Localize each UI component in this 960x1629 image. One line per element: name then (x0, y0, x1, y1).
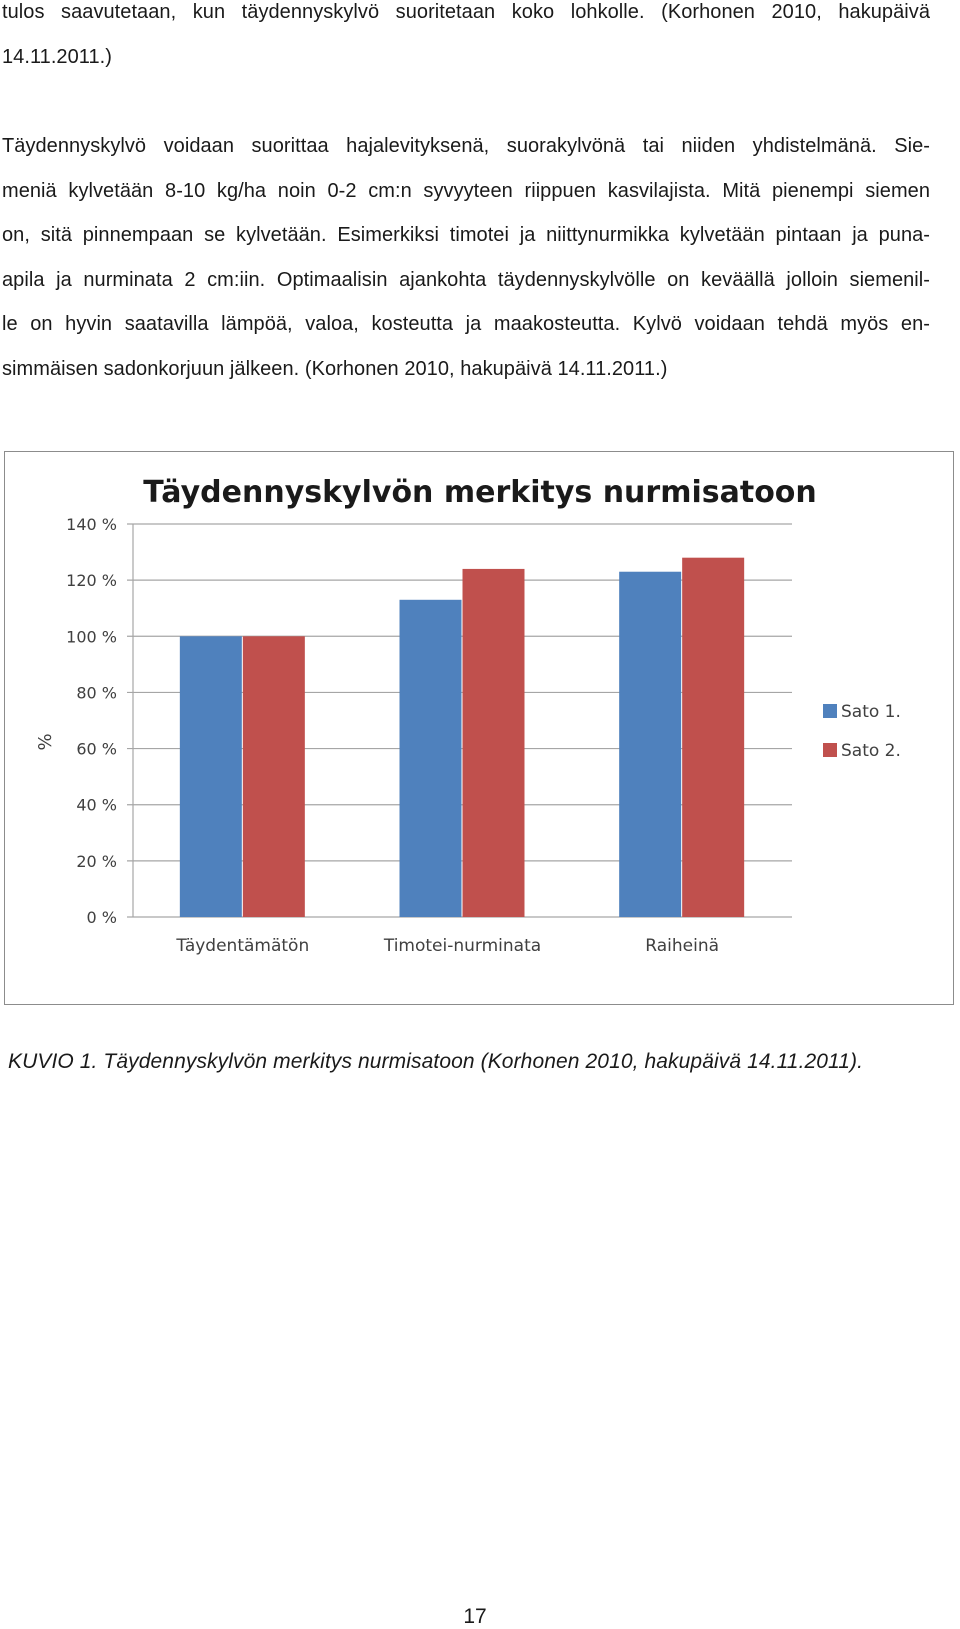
paragraph-line: apila ja nurminata 2 cm:iin. Optimaalisi… (2, 268, 930, 291)
y-tick-label: 40 % (76, 796, 117, 815)
x-category-label: Raiheinä (645, 936, 719, 956)
bar-1-1 (179, 636, 242, 917)
paragraph-2: Täydennyskylvö voidaan suorittaa hajalev… (2, 124, 930, 391)
legend: Sato 1. Sato 2. (823, 702, 901, 761)
paragraph-line: meniä kylvetään 8-10 kg/ha noin 0-2 cm:n… (2, 179, 930, 202)
chart-title: Täydennyskylvön merkitys nurmisatoon (143, 475, 817, 510)
paragraph-line: 14.11.2011.) (2, 45, 112, 68)
bar-2-3 (682, 557, 745, 917)
bar-chart: Täydennyskylvön merkitys nurmisatoon 0 %… (35, 475, 901, 956)
bar-2-2 (462, 568, 525, 917)
y-axis-label: % (35, 733, 56, 750)
y-tick-label: 0 % (87, 908, 117, 927)
y-tick-label: 140 % (66, 515, 117, 534)
paragraph-line: Täydennyskylvö voidaan suorittaa hajalev… (2, 135, 930, 157)
paragraph-line: tulos saavutetaan, kun täydennyskylvö su… (2, 1, 930, 23)
figure-caption: KUVIO 1. Täydennyskylvön merkitys nurmis… (8, 1050, 864, 1073)
x-axis-categories: Täydentämätön Timotei-nurminata Raiheinä (175, 936, 719, 956)
chart-frame: Täydennyskylvön merkitys nurmisatoon 0 %… (4, 451, 954, 1005)
legend-swatch (823, 704, 837, 718)
y-tick-label: 120 % (66, 571, 117, 590)
bar-1-2 (399, 599, 462, 917)
y-axis-ticks: 0 % 20 % 40 % 60 % 80 % 100 % 120 % 140 % (66, 515, 117, 927)
bar-1-3 (619, 571, 682, 917)
paragraph-line: le on hyvin saatavilla lämpöä, valoa, ko… (2, 313, 930, 335)
x-category-label: Timotei-nurminata (383, 936, 541, 956)
y-tick-label: 20 % (76, 852, 117, 871)
y-tick-label: 60 % (76, 740, 117, 759)
paragraph-line: on, sitä pinnempaan se kylvetään. Esimer… (2, 224, 930, 246)
y-tick-label: 80 % (76, 683, 117, 702)
legend-label: Sato 1. (841, 702, 901, 722)
x-category-label: Täydentämätön (175, 936, 309, 956)
bar-2-1 (242, 636, 305, 917)
legend-swatch (823, 743, 837, 757)
y-tick-label: 100 % (66, 627, 117, 646)
paragraph-1: tulos saavutetaan, kun täydennyskylvö su… (2, 0, 930, 79)
bars (179, 557, 745, 917)
legend-label: Sato 2. (841, 741, 901, 761)
paragraph-line: simmäisen sadonkorjuun jälkeen. (Korhone… (2, 357, 668, 380)
page-number: 17 (463, 1605, 487, 1628)
